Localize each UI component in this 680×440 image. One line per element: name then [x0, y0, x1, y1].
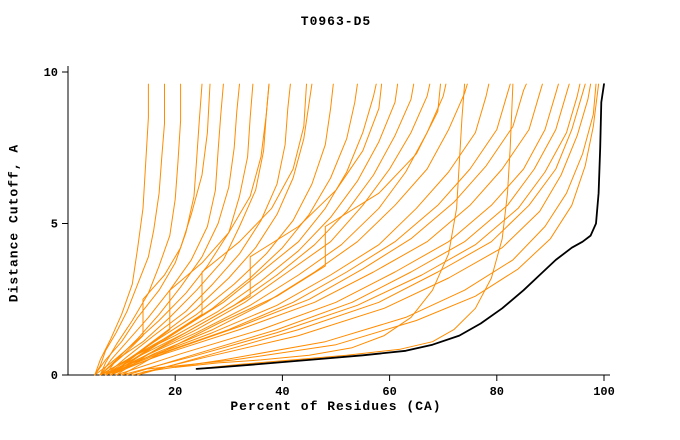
x-axis-label: Percent of Residues (CA)	[230, 399, 442, 414]
series-model-30	[110, 83, 270, 376]
x-tick-label-60: 60	[382, 385, 396, 399]
x-tick-label-100: 100	[593, 385, 615, 399]
axes-lines	[67, 66, 610, 376]
series-highlighted-model	[195, 83, 605, 370]
series-model-23	[126, 83, 570, 376]
series-model-17	[110, 83, 468, 376]
chart-title: T0963-D5	[300, 14, 372, 29]
series-model-33	[121, 83, 441, 376]
series-model-20	[110, 83, 527, 376]
x-tick-label-20: 20	[168, 385, 182, 399]
series-model-04	[99, 83, 224, 376]
series-model-35	[196, 83, 514, 370]
series-model-29	[99, 83, 211, 376]
series-model-09	[110, 83, 313, 376]
series-model-22	[115, 83, 559, 376]
series-model-19	[105, 83, 511, 376]
series-model-25	[137, 83, 586, 376]
series-model-34	[94, 83, 149, 376]
series-model-01	[94, 83, 165, 376]
y-tick-label-10: 10	[44, 66, 58, 80]
series-model-13	[99, 83, 399, 376]
series-model-31	[105, 83, 307, 376]
series-model-14	[105, 83, 415, 376]
y-tick-label-5: 5	[51, 218, 58, 232]
series-model-27	[142, 83, 597, 373]
series-model-21	[105, 83, 543, 376]
series-model-16	[105, 83, 447, 376]
series-model-07	[99, 83, 270, 376]
y-tick-label-0: 0	[51, 369, 58, 383]
series-model-15	[110, 83, 431, 376]
x-tick-label-80: 80	[490, 385, 504, 399]
series-model-36	[174, 83, 466, 368]
series-model-26	[131, 83, 592, 376]
series-model-12	[110, 83, 377, 376]
series-model-06	[94, 83, 254, 376]
series-model-28	[147, 83, 600, 370]
series-model-02	[99, 83, 182, 376]
x-tick-label-40: 40	[275, 385, 289, 399]
series-model-08	[105, 83, 291, 376]
series-model-11	[105, 83, 358, 376]
series-model-32	[115, 83, 383, 376]
series-model-03	[94, 83, 203, 376]
series-model-18	[99, 83, 490, 376]
series-model-24	[121, 83, 581, 376]
